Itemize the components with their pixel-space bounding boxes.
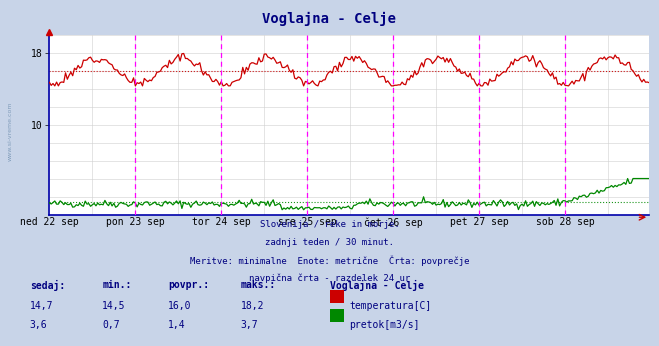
Text: Slovenija / reke in morje.: Slovenija / reke in morje. bbox=[260, 220, 399, 229]
Text: 1,4: 1,4 bbox=[168, 320, 186, 330]
Text: 3,7: 3,7 bbox=[241, 320, 258, 330]
Text: 0,7: 0,7 bbox=[102, 320, 120, 330]
Text: www.si-vreme.com: www.si-vreme.com bbox=[8, 102, 13, 161]
Text: Voglajna - Celje: Voglajna - Celje bbox=[330, 280, 424, 291]
Text: 18,2: 18,2 bbox=[241, 301, 264, 311]
Text: 3,6: 3,6 bbox=[30, 320, 47, 330]
Text: Meritve: minimalne  Enote: metrične  Črta: povprečje: Meritve: minimalne Enote: metrične Črta:… bbox=[190, 256, 469, 266]
Text: maks.:: maks.: bbox=[241, 280, 275, 290]
Text: pretok[m3/s]: pretok[m3/s] bbox=[349, 320, 420, 330]
Text: povpr.:: povpr.: bbox=[168, 280, 209, 290]
Text: zadnji teden / 30 minut.: zadnji teden / 30 minut. bbox=[265, 238, 394, 247]
Text: temperatura[C]: temperatura[C] bbox=[349, 301, 432, 311]
Text: 14,7: 14,7 bbox=[30, 301, 53, 311]
Text: Voglajna - Celje: Voglajna - Celje bbox=[262, 12, 397, 26]
Text: 16,0: 16,0 bbox=[168, 301, 192, 311]
Text: 14,5: 14,5 bbox=[102, 301, 126, 311]
Text: navpična črta - razdelek 24 ur: navpična črta - razdelek 24 ur bbox=[249, 274, 410, 283]
Text: min.:: min.: bbox=[102, 280, 132, 290]
Text: sedaj:: sedaj: bbox=[30, 280, 65, 291]
